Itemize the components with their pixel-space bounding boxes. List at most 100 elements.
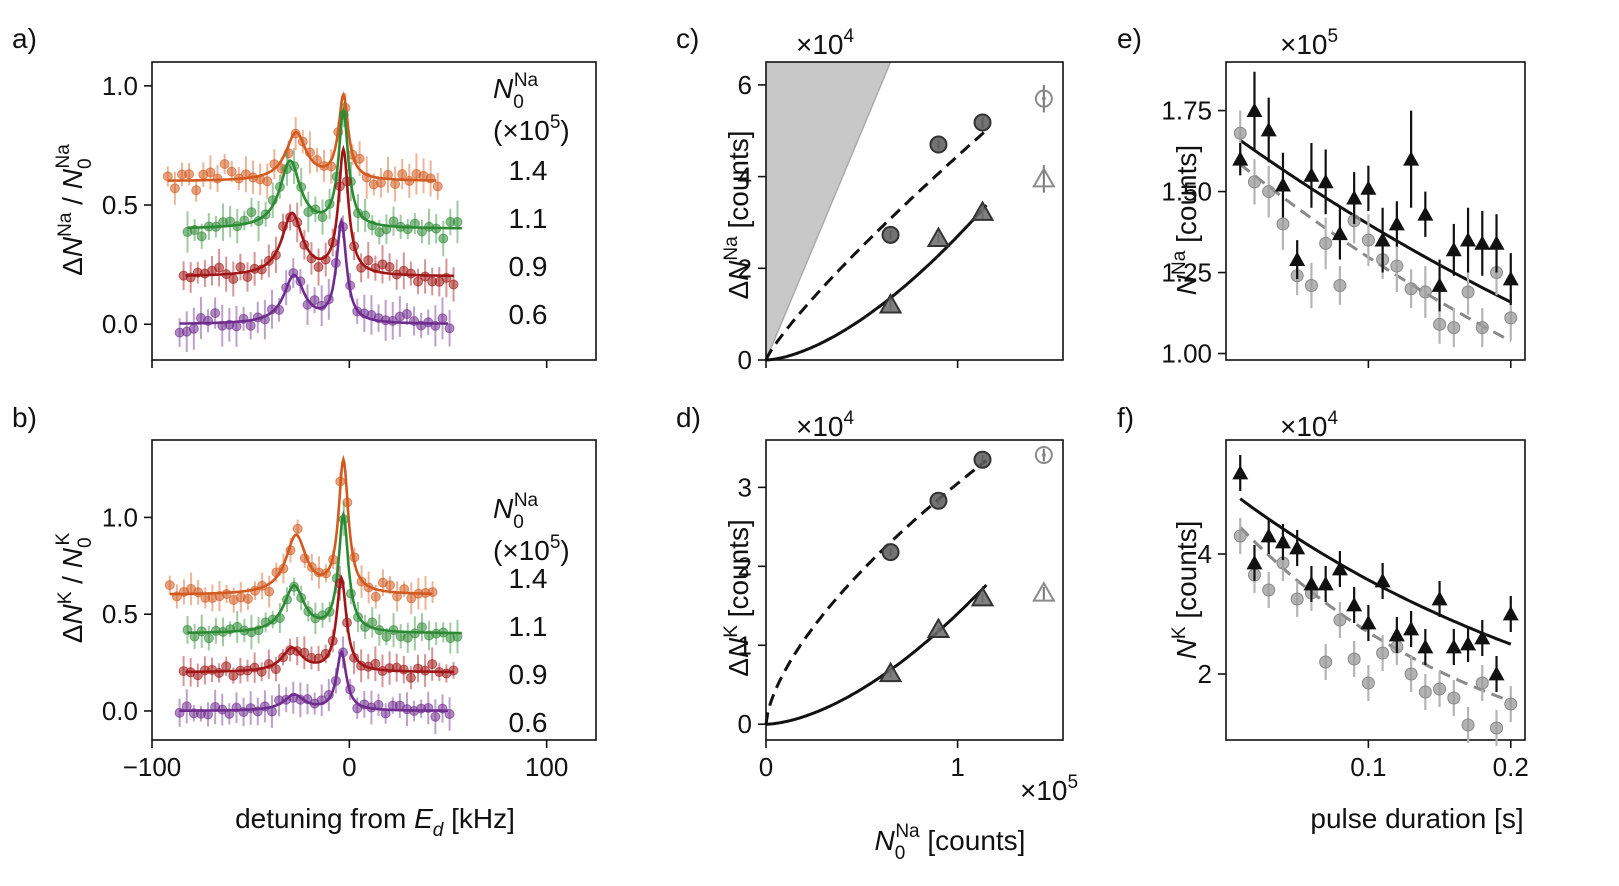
panel-a-series-1.4 <box>162 91 443 205</box>
panel-f-triangle-point <box>1431 591 1448 606</box>
panel-f-triangle-point <box>1289 540 1306 555</box>
panel-a-point <box>309 295 320 306</box>
panel-b-legend-title: N0Na <box>493 490 539 533</box>
panel-b-xtick-label: 0 <box>342 752 356 782</box>
panel-e-triangle-point <box>1274 177 1291 192</box>
panel-c-label: c) <box>676 23 699 54</box>
panel-a-point <box>444 323 455 334</box>
panel-f-circle-point <box>1347 652 1361 666</box>
panel-b-point <box>203 633 214 644</box>
panel-c-shade-edge <box>765 61 892 361</box>
panel-c: c) ×104 ΔNNa [counts] 0 2 4 6 <box>676 23 1064 375</box>
panel-b-point <box>214 667 225 678</box>
panel-b-legend: N0Na (×105) 1.4 1.1 0.9 0.6 <box>493 490 570 738</box>
panel-e-triangle-point <box>1303 167 1320 182</box>
panel-c-triangle-marker <box>1032 166 1056 188</box>
panel-f-triangle-point <box>1274 534 1291 549</box>
panel-e-circle-point <box>1247 175 1261 189</box>
panel-b-legend-value-0.6: 0.6 <box>509 707 548 738</box>
panel-e-ytick-label: 1.50 <box>1161 177 1212 207</box>
panel-e-triangle-point <box>1331 225 1348 241</box>
panel-b-fit-0.9 <box>185 574 454 674</box>
panel-a-point <box>397 169 408 180</box>
panel-d-xtick-label: 1 <box>950 752 964 782</box>
panel-e-triangle-point <box>1260 122 1277 137</box>
panel-b-point <box>384 580 395 591</box>
panel-e-triangle-point <box>1431 277 1448 292</box>
panel-a-point <box>191 185 202 196</box>
panel-c-triangle-marker <box>970 200 995 221</box>
panel-a-ytick-label: 0.5 <box>102 190 138 220</box>
panel-f-fit-solid <box>1239 497 1512 646</box>
panel-b-point <box>164 580 175 591</box>
panel-a-point <box>452 217 463 228</box>
panel-f-fit-dashed <box>1239 526 1512 703</box>
panel-a-point <box>188 323 199 334</box>
panel-e-circle-point <box>1504 311 1518 325</box>
panel-e-triangle-point <box>1403 151 1420 166</box>
panel-b-fit-1.1 <box>187 510 462 635</box>
panel-e-circle-point <box>1475 321 1489 335</box>
panel-e-triangle-point <box>1246 102 1263 117</box>
panel-a-legend-subtitle: (×105) <box>493 112 570 146</box>
panel-d-ytick-label: 3 <box>738 472 752 502</box>
panel-c-ylabel: ΔNNa [counts] <box>721 130 754 299</box>
panel-a-point <box>162 171 173 182</box>
panel-f-triangle-point <box>1374 573 1391 588</box>
panel-c-ytick-label: 2 <box>738 253 752 283</box>
panel-e-ytick-label: 1.75 <box>1161 96 1212 126</box>
panel-b-series-1.4 <box>164 454 438 615</box>
panel-e-circle-point <box>1390 259 1404 273</box>
panel-e-label: e) <box>1117 23 1142 54</box>
panel-d-circle-marker <box>929 491 948 510</box>
panel-a-legend-title: N0Na <box>493 70 539 113</box>
svg-text:ΔNK / N0K: ΔNK / N0K <box>53 532 96 643</box>
panel-e-circle-point <box>1233 126 1247 140</box>
panel-e-y-multiplier: ×105 <box>1280 26 1338 60</box>
panel-b-ytick-label: 1.0 <box>102 502 138 532</box>
panel-b-series-1.1 <box>182 502 463 654</box>
panel-d-triangle-marker <box>878 661 903 683</box>
panel-f-y-multiplier: ×104 <box>1280 408 1339 442</box>
svg-text:ΔNNa / N0Na: ΔNNa / N0Na <box>53 144 96 276</box>
panel-a-point <box>242 271 253 282</box>
panel-b-point <box>448 665 459 676</box>
panel-d-circle-marker <box>1034 446 1053 464</box>
panel-b-legend-value-1.4: 1.4 <box>509 563 548 594</box>
panel-a-legend-value-0.6: 0.6 <box>509 299 548 330</box>
panel-b-point <box>416 622 427 633</box>
panel-c-ytick-label: 0 <box>738 345 752 375</box>
panel-b-ytick-label: 0.5 <box>102 599 138 629</box>
panel-a-ytick-label: 0.0 <box>102 309 138 339</box>
panel-a-point <box>363 255 374 266</box>
panel-a-point <box>235 262 246 273</box>
panel-e: e) ×105 NNa [counts] 1.00 1.25 1.50 1.75 <box>1117 23 1526 369</box>
panel-d-ylabel: ΔNK [counts] <box>721 519 754 676</box>
panel-a-fit-1.1 <box>187 106 462 230</box>
panel-e-triangle-point <box>1374 232 1391 247</box>
panel-f-triangle-point <box>1460 636 1477 651</box>
panel-e-triangle-point <box>1502 271 1519 286</box>
panel-a-fit-0.6 <box>179 217 448 325</box>
panel-a-fit-1.4 <box>167 91 437 182</box>
panel-d-triangle-marker <box>926 617 951 638</box>
panel-d-xtick-label: 0 <box>759 752 773 782</box>
panel-b-point <box>427 587 438 598</box>
panel-e-circle-point <box>1433 317 1447 331</box>
panel-e-triangle-point <box>1289 251 1306 266</box>
panel-c-fit-solid <box>765 204 988 362</box>
panel-b-point <box>270 664 281 675</box>
panel-f-triangle-point <box>1331 561 1348 576</box>
panel-a-series-1.1 <box>182 102 463 257</box>
panel-f-triangle-point <box>1346 597 1363 612</box>
panel-d-triangle-marker <box>1032 581 1056 602</box>
panel-b-xlabel: detuning from Ed [kHz] <box>235 803 515 841</box>
panel-f-triangle-point <box>1232 465 1249 480</box>
panel-a-frame <box>151 61 597 361</box>
panel-e-circle-point <box>1418 285 1432 299</box>
panel-a-point <box>401 308 412 319</box>
panel-b-point <box>370 591 381 602</box>
panel-e-triangle-point <box>1317 173 1334 189</box>
panel-b-series-0.6 <box>174 636 455 735</box>
svg-text:NNa [counts]: NNa [counts] <box>1169 145 1202 295</box>
